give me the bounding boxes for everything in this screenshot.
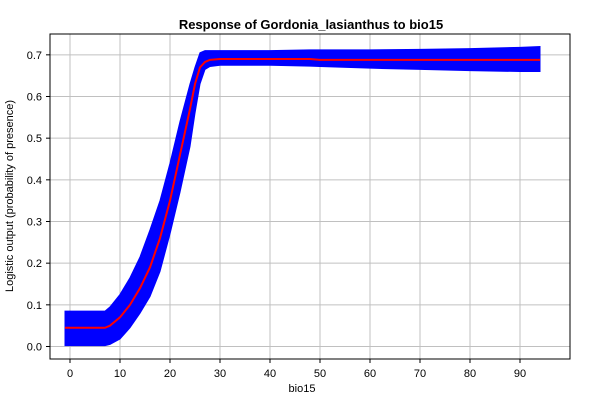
x-tick-label: 70 (414, 368, 426, 380)
x-tick-label: 30 (214, 368, 226, 380)
y-tick-label: 0.7 (27, 50, 42, 62)
y-axis-label: Logistic output (probability of presence… (4, 100, 16, 292)
mean-line (65, 58, 540, 329)
x-axis: 0 10 20 30 40 50 60 70 80 90 (67, 359, 526, 380)
band-area (64, 45, 541, 347)
y-tick-label: 0.5 (27, 133, 42, 145)
x-tick-label: 40 (264, 368, 276, 380)
plot-frame (49, 33, 571, 360)
y-tick-label: 0.0 (27, 342, 42, 354)
x-axis-label: bio15 (289, 383, 316, 395)
x-tick-label: 0 (67, 368, 73, 380)
x-tick-label: 60 (364, 368, 376, 380)
y-tick-label: 0.1 (27, 300, 42, 312)
x-tick-label: 50 (314, 368, 326, 380)
y-tick-label: 0.4 (27, 175, 42, 187)
x-tick-label: 10 (114, 368, 126, 380)
x-tick-label: 90 (514, 368, 526, 380)
chart-title: Response of Gordonia_lasianthus to bio15 (179, 17, 443, 32)
y-tick-label: 0.2 (27, 258, 42, 270)
y-tick-label: 0.3 (27, 217, 42, 229)
x-tick-label: 20 (164, 368, 176, 380)
mean-series-line (65, 58, 540, 329)
y-axis: 0.0 0.1 0.2 0.3 0.4 0.5 0.6 0.7 (27, 50, 50, 354)
y-tick-label: 0.6 (27, 92, 42, 104)
x-tick-label: 80 (464, 368, 476, 380)
confidence-band (64, 45, 541, 347)
